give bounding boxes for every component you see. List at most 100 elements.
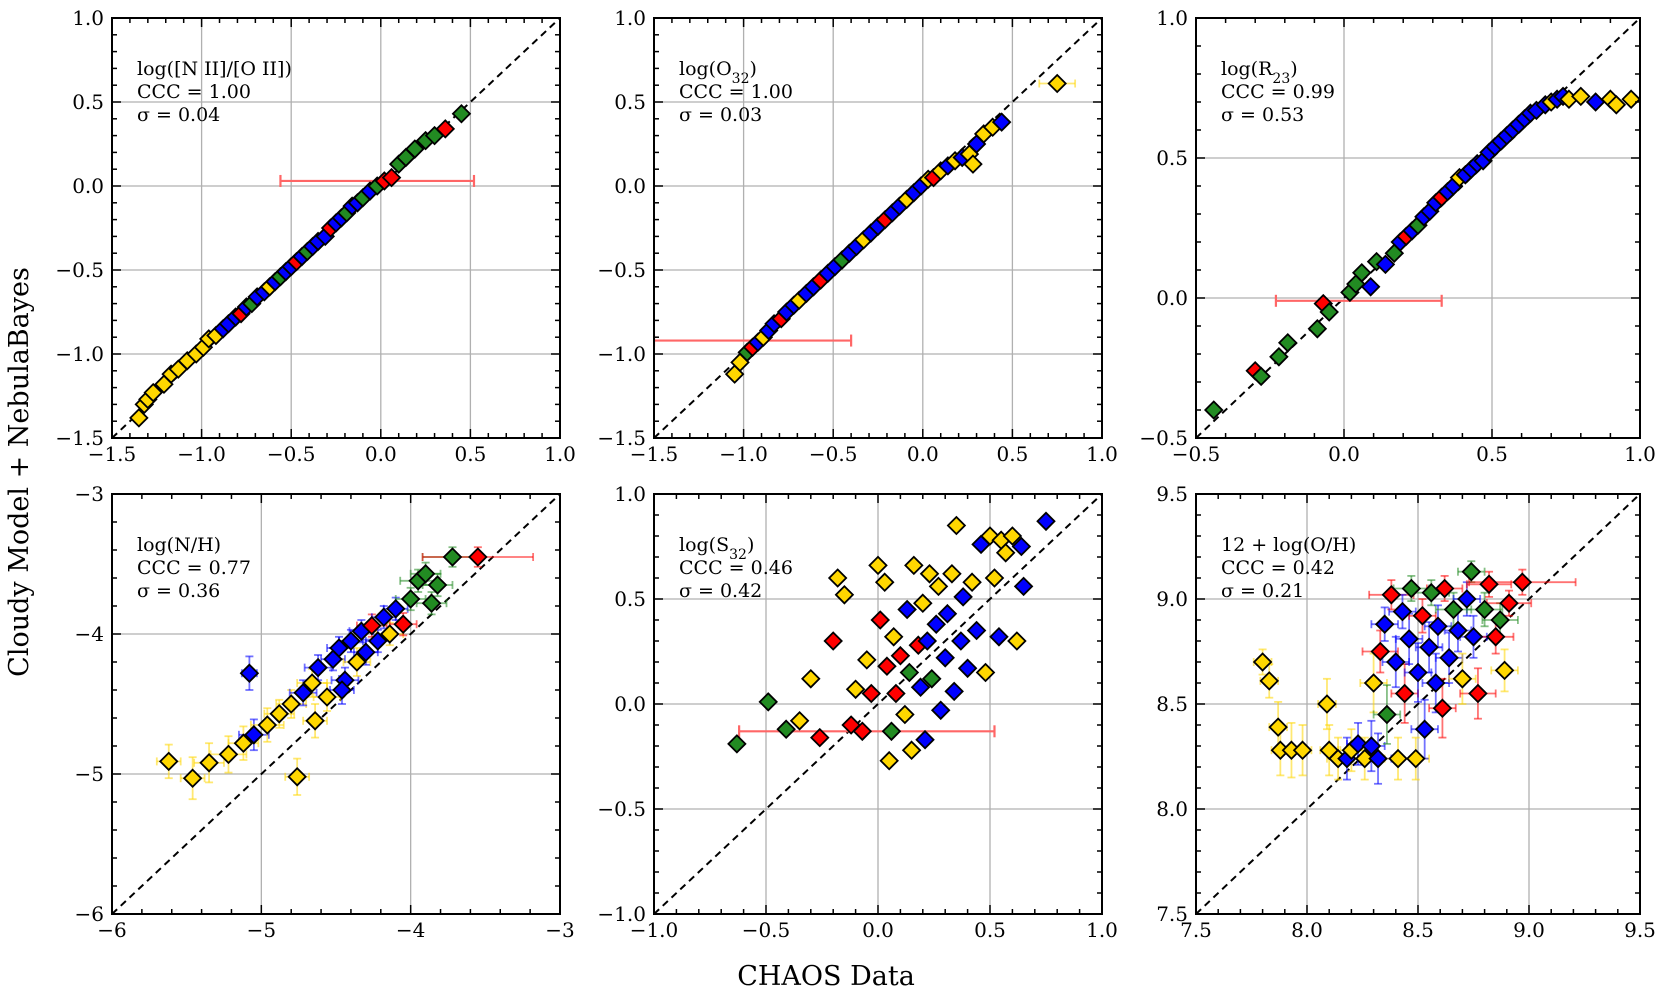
data-point-yellow bbox=[379, 624, 400, 644]
data-point-green bbox=[1461, 561, 1482, 582]
sigma-value: σ = 0.21 bbox=[1221, 580, 1304, 602]
data-point-yellow bbox=[1252, 652, 1273, 672]
x-tick-label: 8.0 bbox=[1291, 918, 1323, 942]
ccc-value: CCC = 0.99 bbox=[1221, 81, 1335, 103]
x-tick-label: 7.5 bbox=[1180, 918, 1212, 942]
y-tick-label: 1.0 bbox=[614, 482, 646, 506]
panel-title: log([N II]/[O II]) bbox=[137, 58, 292, 80]
data-point-red bbox=[381, 167, 402, 188]
x-tick-label: −0.5 bbox=[267, 442, 316, 466]
data-point-red bbox=[809, 727, 830, 748]
data-point-yellow bbox=[302, 673, 322, 693]
data-point-yellow bbox=[895, 704, 915, 725]
data-point-yellow bbox=[1268, 717, 1288, 737]
data-point-yellow bbox=[305, 711, 325, 731]
y-tick-label: −1.0 bbox=[55, 342, 104, 366]
data-point-blue bbox=[374, 607, 394, 627]
y-tick-label: −0.5 bbox=[597, 797, 646, 821]
data-point-blue bbox=[329, 638, 349, 658]
data-point-blue bbox=[1392, 601, 1413, 622]
data-points bbox=[727, 511, 1056, 771]
data-point-yellow bbox=[257, 715, 278, 735]
data-point-green bbox=[451, 103, 472, 124]
data-point-yellow bbox=[857, 650, 877, 670]
data-point-green bbox=[921, 669, 942, 689]
data-point-red bbox=[1499, 593, 1519, 613]
data-point-blue bbox=[1428, 616, 1448, 637]
data-point-yellow bbox=[1317, 694, 1337, 714]
data-point-yellow bbox=[1571, 86, 1591, 107]
ccc-value: CCC = 1.00 bbox=[137, 81, 251, 103]
data-point-green bbox=[881, 721, 902, 742]
data-point-blue bbox=[244, 725, 264, 745]
ccc-value: CCC = 0.46 bbox=[679, 557, 793, 579]
data-point-blue bbox=[930, 700, 951, 721]
data-points bbox=[1203, 86, 1640, 420]
data-point-green bbox=[415, 564, 436, 584]
y-tick-label: −3 bbox=[75, 482, 104, 506]
data-point-yellow bbox=[995, 543, 1016, 563]
data-point-yellow bbox=[984, 568, 1005, 588]
x-tick-label: −1.0 bbox=[719, 442, 768, 466]
data-point-blue bbox=[1386, 652, 1406, 672]
x-tick-label: 0.0 bbox=[1328, 442, 1360, 466]
y-tick-label: 0.0 bbox=[1156, 286, 1188, 310]
x-tick-label: 0.5 bbox=[1476, 442, 1508, 466]
y-tick-label: −1.0 bbox=[597, 342, 646, 366]
data-point-blue bbox=[1439, 648, 1459, 668]
data-point-red bbox=[861, 683, 882, 704]
sigma-value: σ = 0.42 bbox=[679, 580, 762, 602]
data-point-blue bbox=[1361, 736, 1382, 756]
data-point-yellow bbox=[1606, 95, 1627, 115]
data-point-green bbox=[1319, 302, 1339, 322]
data-point-green bbox=[427, 575, 448, 595]
identity-line bbox=[1196, 494, 1640, 914]
data-points bbox=[1252, 560, 1577, 785]
data-point-yellow bbox=[1494, 660, 1515, 681]
identity-line bbox=[654, 494, 1102, 914]
panel-top-right: −0.5 0.0 0.5 1.0 −0.5 0.0 0.5 1.0 log(R23)CCC = … bbox=[1139, 6, 1655, 466]
data-point-green bbox=[421, 593, 442, 613]
data-point-yellow bbox=[1452, 669, 1473, 689]
y-tick-label: 9.5 bbox=[1156, 482, 1188, 506]
data-point-yellow bbox=[1047, 73, 1067, 94]
data-point-green bbox=[400, 589, 421, 609]
y-tick-label: −1.5 bbox=[55, 426, 104, 450]
x-tick-label: 1.0 bbox=[1086, 918, 1118, 942]
data-point-red bbox=[1434, 578, 1455, 599]
x-tick-label: −4 bbox=[396, 918, 425, 942]
data-point-blue bbox=[1399, 629, 1419, 649]
x-axis-label: CHAOS Data bbox=[737, 961, 915, 992]
y-tick-label: 8.0 bbox=[1156, 797, 1188, 821]
data-point-blue bbox=[293, 683, 313, 703]
data-point-blue bbox=[385, 599, 406, 619]
x-tick-label: 1.0 bbox=[544, 442, 576, 466]
data-point-yellow bbox=[199, 753, 219, 773]
identity-line bbox=[654, 18, 1102, 438]
panel-bottom-right: 7.5 8.0 8.5 9.0 9.5 7.5 8.0 8.5 9.0 9.5 12 + log(O… bbox=[1156, 482, 1656, 942]
x-tick-label: 0.0 bbox=[862, 918, 894, 942]
data-point-red bbox=[1512, 572, 1533, 592]
data-point-blue bbox=[1457, 589, 1477, 609]
data-point-yellow bbox=[801, 669, 821, 689]
x-tick-label: 0.5 bbox=[454, 442, 486, 466]
data-point-yellow bbox=[868, 555, 888, 576]
panels: −1.5 −1.0 −0.5 0.0 0.5 1.0 −1.5 −1.0 −0.5 0.0 0.5 1… bbox=[55, 6, 1655, 942]
data-point-green bbox=[776, 719, 796, 739]
data-point-green bbox=[1351, 263, 1372, 283]
data-point-blue bbox=[356, 642, 376, 662]
x-tick-label: 1.0 bbox=[1624, 442, 1656, 466]
data-point-green bbox=[1203, 400, 1224, 420]
y-tick-label: 0.5 bbox=[614, 90, 646, 114]
data-point-blue bbox=[1036, 511, 1056, 532]
data-point-green bbox=[405, 139, 425, 159]
data-point-red bbox=[852, 721, 873, 742]
data-point-red bbox=[890, 645, 911, 666]
data-point-yellow bbox=[963, 154, 983, 174]
data-point-blue bbox=[1408, 662, 1428, 683]
panel-title: 12 + log(O/H) bbox=[1221, 534, 1356, 556]
ccc-value: CCC = 0.42 bbox=[1221, 557, 1335, 579]
data-points bbox=[129, 103, 476, 428]
data-point-blue bbox=[966, 620, 987, 641]
data-point-yellow bbox=[158, 751, 179, 772]
